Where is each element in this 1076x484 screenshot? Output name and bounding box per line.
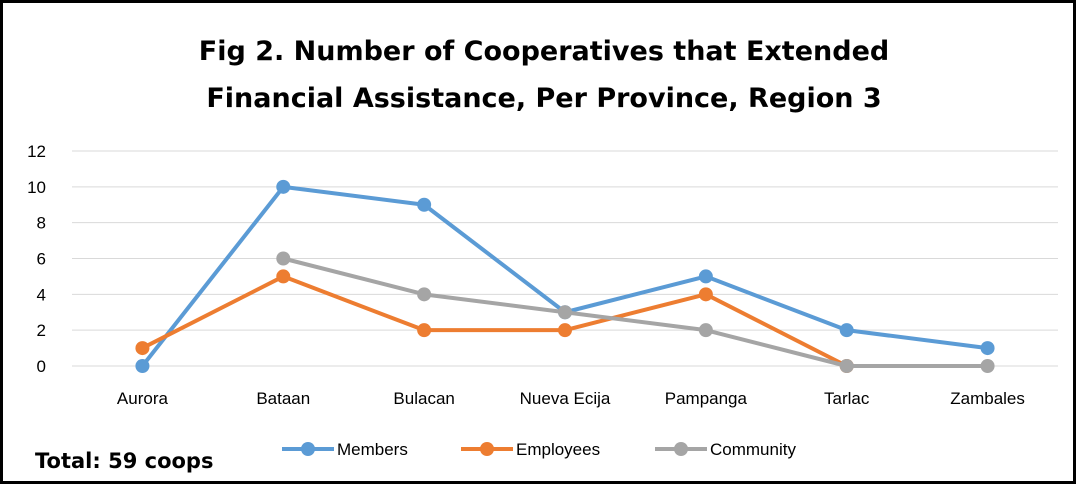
data-point-members (980, 341, 995, 356)
data-point-community (980, 359, 995, 373)
x-tick-label: Tarlac (824, 389, 870, 408)
data-point-members (276, 179, 291, 194)
y-tick-label: 4 (37, 285, 46, 304)
series-line-community (281, 256, 990, 368)
legend-item-community: Community (655, 440, 796, 459)
y-tick-label: 8 (37, 214, 46, 233)
data-point-members (417, 197, 432, 212)
x-tick-label: Aurora (117, 389, 169, 408)
series-members (135, 179, 995, 373)
y-axis-ticks: 0 2 4 6 8 10 12 (27, 142, 46, 376)
chart-title-line-2: Financial Assistance, Per Province, Regi… (206, 83, 881, 114)
data-point-members (698, 269, 713, 284)
legend-label: Members (337, 440, 408, 459)
x-tick-label: Bulacan (393, 389, 454, 408)
legend: Members Employees Community (282, 440, 796, 459)
chart-title-line-1: Fig 2. Number of Cooperatives that Exten… (199, 36, 889, 67)
y-tick-label: 10 (27, 178, 46, 197)
x-tick-label: Pampanga (665, 389, 748, 408)
y-tick-label: 6 (37, 250, 46, 269)
y-tick-label: 2 (37, 321, 46, 340)
data-point-community (698, 323, 713, 338)
x-tick-label: Nueva Ecija (520, 389, 611, 408)
data-point-employees (698, 287, 713, 302)
total-annotation: Total: 59 coops (35, 449, 213, 473)
data-point-employees (558, 323, 572, 338)
data-point-community (417, 287, 432, 302)
legend-swatch-marker (301, 442, 315, 456)
legend-label: Employees (516, 440, 600, 459)
series-line-employees (140, 274, 849, 368)
y-tick-label: 0 (37, 357, 46, 376)
data-point-employees (276, 269, 291, 284)
legend-label: Community (710, 440, 796, 459)
y-tick-label: 12 (27, 142, 46, 161)
data-point-members (135, 359, 150, 373)
legend-item-employees: Employees (461, 440, 600, 459)
series-community (276, 251, 995, 373)
legend-swatch-marker (674, 442, 688, 456)
data-point-community (839, 359, 854, 373)
data-point-members (839, 323, 854, 338)
x-axis-ticks: Aurora Bataan Bulacan Nueva Ecija Pampanga Ta… (117, 389, 1025, 408)
data-point-employees (417, 323, 432, 338)
data-point-community (558, 305, 572, 320)
x-tick-label: Bataan (256, 389, 310, 408)
series-employees (135, 269, 854, 373)
legend-item-members: Members (282, 440, 408, 459)
series-line-members (140, 184, 990, 368)
data-point-employees (135, 341, 150, 356)
x-tick-label: Zambales (950, 389, 1025, 408)
data-point-community (276, 251, 291, 266)
series-lines (135, 179, 995, 373)
legend-swatch-marker (480, 442, 494, 456)
